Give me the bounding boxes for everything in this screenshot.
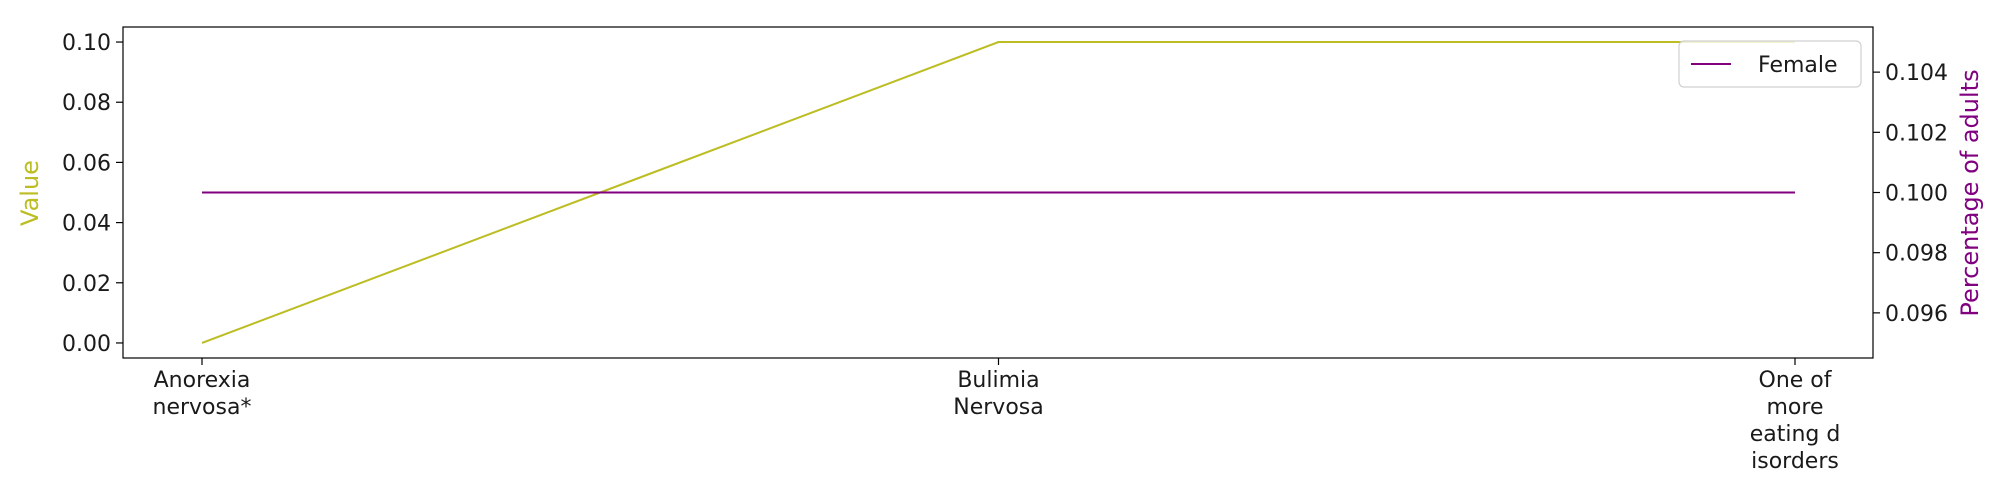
legend-label: Female [1758, 53, 1838, 78]
legend-box [1678, 40, 1862, 88]
right-y-tick-label: 0.102 [1885, 121, 1948, 146]
left-y-tick-label: 0.08 [62, 91, 111, 116]
left-y-tick-label: 0.04 [62, 212, 111, 237]
right-y-tick-label: 0.098 [1885, 242, 1948, 267]
right-y-tick-label: 0.096 [1885, 302, 1948, 327]
x-tick-label: Bulimia Nervosa [953, 368, 1043, 420]
series-line-series-1 [201, 41, 1795, 344]
left-y-tick-label: 0.02 [62, 272, 111, 297]
plot-area: 0.00 0.02 0.04 0.06 0.08 0.10 0.096 0.098 0.100 0… [62, 26, 1948, 474]
left-y-tick-label: 0.06 [62, 151, 111, 176]
left-axis-title: Value [16, 160, 44, 226]
x-tick-label: One of more eating d isorders [1750, 368, 1841, 474]
left-y-tick-label: 0.00 [62, 332, 111, 357]
right-axis-title: Percentage of adults [1956, 69, 1984, 316]
x-tick-label: Anorexia nervosa* [153, 368, 252, 420]
right-y-tick-label: 0.104 [1885, 61, 1948, 86]
right-y-tick-label: 0.100 [1885, 182, 1948, 207]
left-y-tick-label: 0.10 [62, 31, 111, 56]
